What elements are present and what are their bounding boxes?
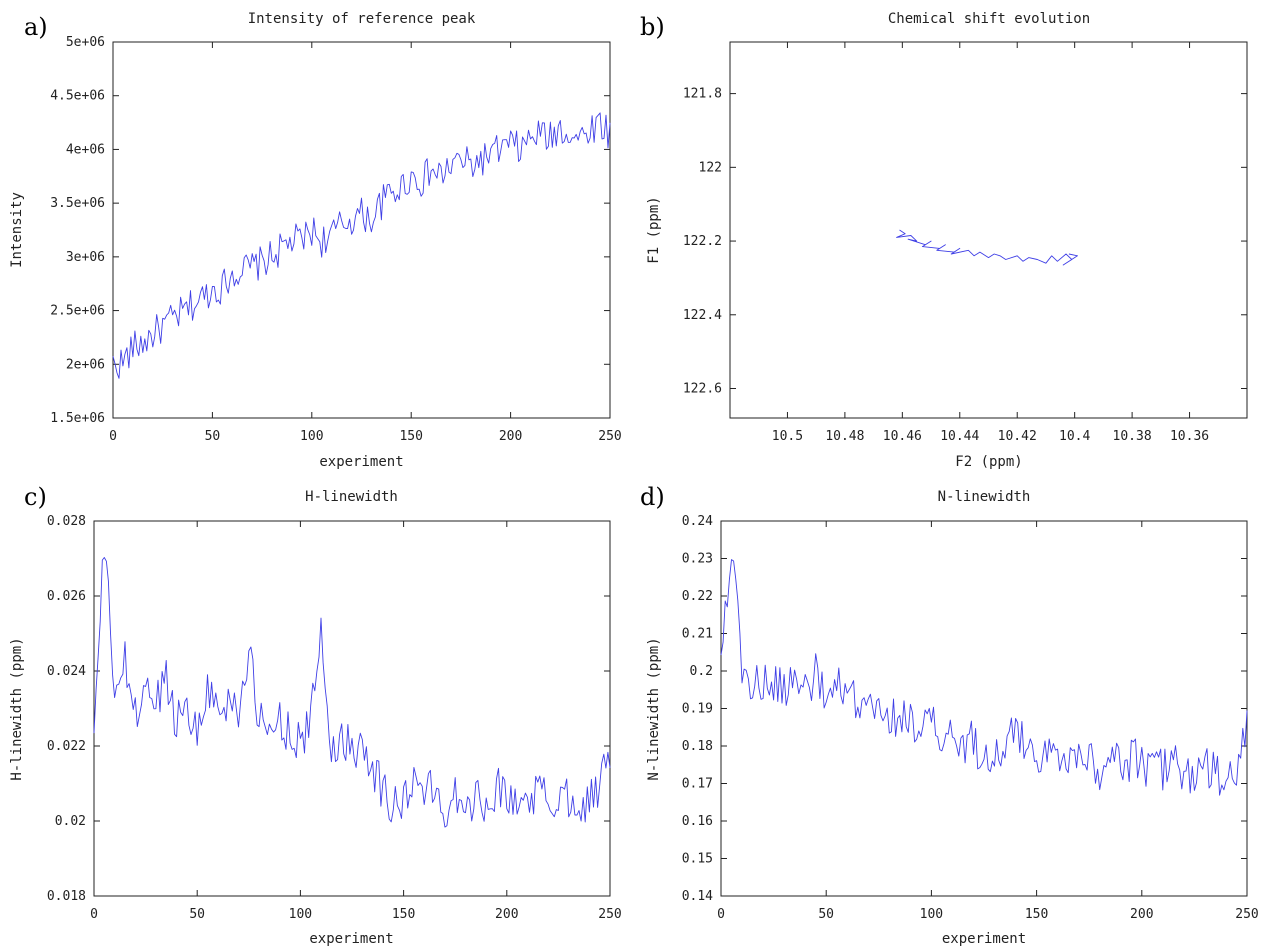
- y-tick-label: 0.018: [47, 889, 86, 904]
- x-tick-label: 0: [717, 907, 725, 922]
- x-tick-label: 200: [499, 429, 522, 444]
- plot-frame: [93, 520, 611, 897]
- x-tick-label: 10.38: [1113, 429, 1152, 444]
- y-tick-label: 4.5e+06: [50, 89, 105, 104]
- panel-letter: a): [24, 13, 48, 41]
- x-tick-label: 200: [495, 907, 518, 922]
- x-ticks: 0 50 100 150 200 250: [717, 521, 1259, 922]
- series-marks: [93, 557, 611, 828]
- panel-letter: d): [640, 483, 665, 511]
- series-marks: [112, 112, 611, 379]
- x-tick-label: 200: [1130, 907, 1153, 922]
- x-tick-label: 150: [399, 429, 422, 444]
- x-tick-label: 50: [189, 907, 205, 922]
- y-tick-label: 0.024: [47, 664, 86, 679]
- y-tick-label: 122: [699, 160, 722, 175]
- series-line: [896, 229, 1078, 266]
- y-tick-label: 0.15: [682, 852, 713, 867]
- panel-letter: b): [640, 13, 665, 41]
- plot-frame: [729, 41, 1248, 419]
- y-axis-label: N-linewidth (ppm): [646, 637, 662, 780]
- x-tick-label: 50: [818, 907, 834, 922]
- y-ticks: 0.14 0.15 0.16 0.17 0.18 0.19 0.2 0.21 0.22 0.23 0…: [682, 514, 1247, 904]
- y-tick-label: 0.22: [682, 589, 713, 604]
- y-tick-label: 122.4: [683, 308, 722, 323]
- series-line: [720, 559, 1248, 796]
- series-marks: [720, 559, 1248, 796]
- series-marks: [896, 229, 1078, 266]
- y-tick-label: 0.21: [682, 627, 713, 642]
- x-ticks: 10.5 10.48 10.46 10.44 10.42 10.4 10.38 10.36: [772, 42, 1209, 444]
- x-tick-label: 50: [205, 429, 221, 444]
- y-tick-label: 0.2: [690, 664, 713, 679]
- x-tick-label: 10.48: [825, 429, 864, 444]
- x-axis-label: F2 (ppm): [955, 454, 1022, 470]
- x-tick-label: 10.5: [772, 429, 803, 444]
- y-ticks: 121.8 122 122.2 122.4 122.6: [683, 87, 1247, 397]
- series-line: [93, 557, 611, 828]
- chart-title: Intensity of reference peak: [248, 11, 476, 27]
- y-ticks: 0.018 0.02 0.022 0.024 0.026 0.028: [47, 514, 610, 904]
- x-tick-label: 10.42: [998, 429, 1037, 444]
- chart-title: N-linewidth: [938, 489, 1031, 505]
- x-tick-label: 10.44: [940, 429, 979, 444]
- panel-a: a) Intensity of reference peak 0 50 100 150…: [9, 11, 622, 470]
- y-tick-label: 0.24: [682, 514, 713, 529]
- y-tick-label: 0.028: [47, 514, 86, 529]
- y-tick-label: 0.18: [682, 739, 713, 754]
- y-tick-label: 2e+06: [66, 357, 105, 372]
- x-axis-label: experiment: [309, 931, 393, 947]
- series-line: [112, 112, 611, 379]
- y-tick-label: 4e+06: [66, 142, 105, 157]
- y-tick-label: 0.17: [682, 777, 713, 792]
- x-ticks: 0 50 100 150 200 250: [90, 521, 622, 922]
- chart-title: H-linewidth: [305, 489, 398, 505]
- x-ticks: 0 50 100 150 200 250: [109, 42, 622, 444]
- y-tick-label: 0.23: [682, 552, 713, 567]
- x-tick-label: 10.4: [1059, 429, 1090, 444]
- x-tick-label: 100: [289, 907, 312, 922]
- x-tick-label: 250: [598, 907, 621, 922]
- plot-frame: [720, 520, 1248, 897]
- chart-title: Chemical shift evolution: [888, 11, 1090, 27]
- y-tick-label: 0.022: [47, 739, 86, 754]
- x-tick-label: 250: [1235, 907, 1258, 922]
- panel-d: d) N-linewidth 0 50 100 150 200 250 0.140.150…: [640, 483, 1259, 947]
- panel-letter: c): [24, 483, 47, 511]
- y-tick-label: 121.8: [683, 87, 722, 102]
- y-tick-label: 5e+06: [66, 35, 105, 50]
- x-tick-label: 100: [920, 907, 943, 922]
- x-tick-label: 150: [1025, 907, 1048, 922]
- y-tick-label: 0.16: [682, 814, 713, 829]
- y-axis-label: H-linewidth (ppm): [9, 637, 25, 780]
- x-axis-label: experiment: [942, 931, 1026, 947]
- y-tick-label: 122.2: [683, 234, 722, 249]
- panel-b: b) Chemical shift evolution 10.5 10.48 10.…: [640, 11, 1248, 470]
- y-tick-label: 0.026: [47, 589, 86, 604]
- y-tick-label: 1.5e+06: [50, 411, 105, 426]
- x-tick-label: 100: [300, 429, 323, 444]
- y-tick-label: 3e+06: [66, 250, 105, 265]
- y-tick-label: 3.5e+06: [50, 196, 105, 211]
- x-tick-label: 250: [598, 429, 621, 444]
- x-tick-label: 10.46: [883, 429, 922, 444]
- y-tick-label: 2.5e+06: [50, 304, 105, 319]
- x-tick-label: 150: [392, 907, 415, 922]
- y-tick-label: 0.19: [682, 702, 713, 717]
- panel-c: c) H-linewidth 0 50 100 150 200 250 0.018 0.02…: [9, 483, 622, 947]
- x-axis-label: experiment: [319, 454, 403, 470]
- y-tick-label: 0.14: [682, 889, 713, 904]
- x-tick-label: 10.36: [1170, 429, 1209, 444]
- plot-frame: [112, 41, 611, 419]
- y-axis-label: Intensity: [9, 192, 25, 268]
- x-tick-label: 0: [90, 907, 98, 922]
- y-ticks: 1.5e+06 2e+06 2.5e+06 3e+06 3.5e+06 4e+06 4.5e…: [50, 35, 610, 426]
- y-tick-label: 0.02: [55, 814, 86, 829]
- y-tick-label: 122.6: [683, 382, 722, 397]
- x-tick-label: 0: [109, 429, 117, 444]
- y-axis-label: F1 (ppm): [646, 196, 662, 263]
